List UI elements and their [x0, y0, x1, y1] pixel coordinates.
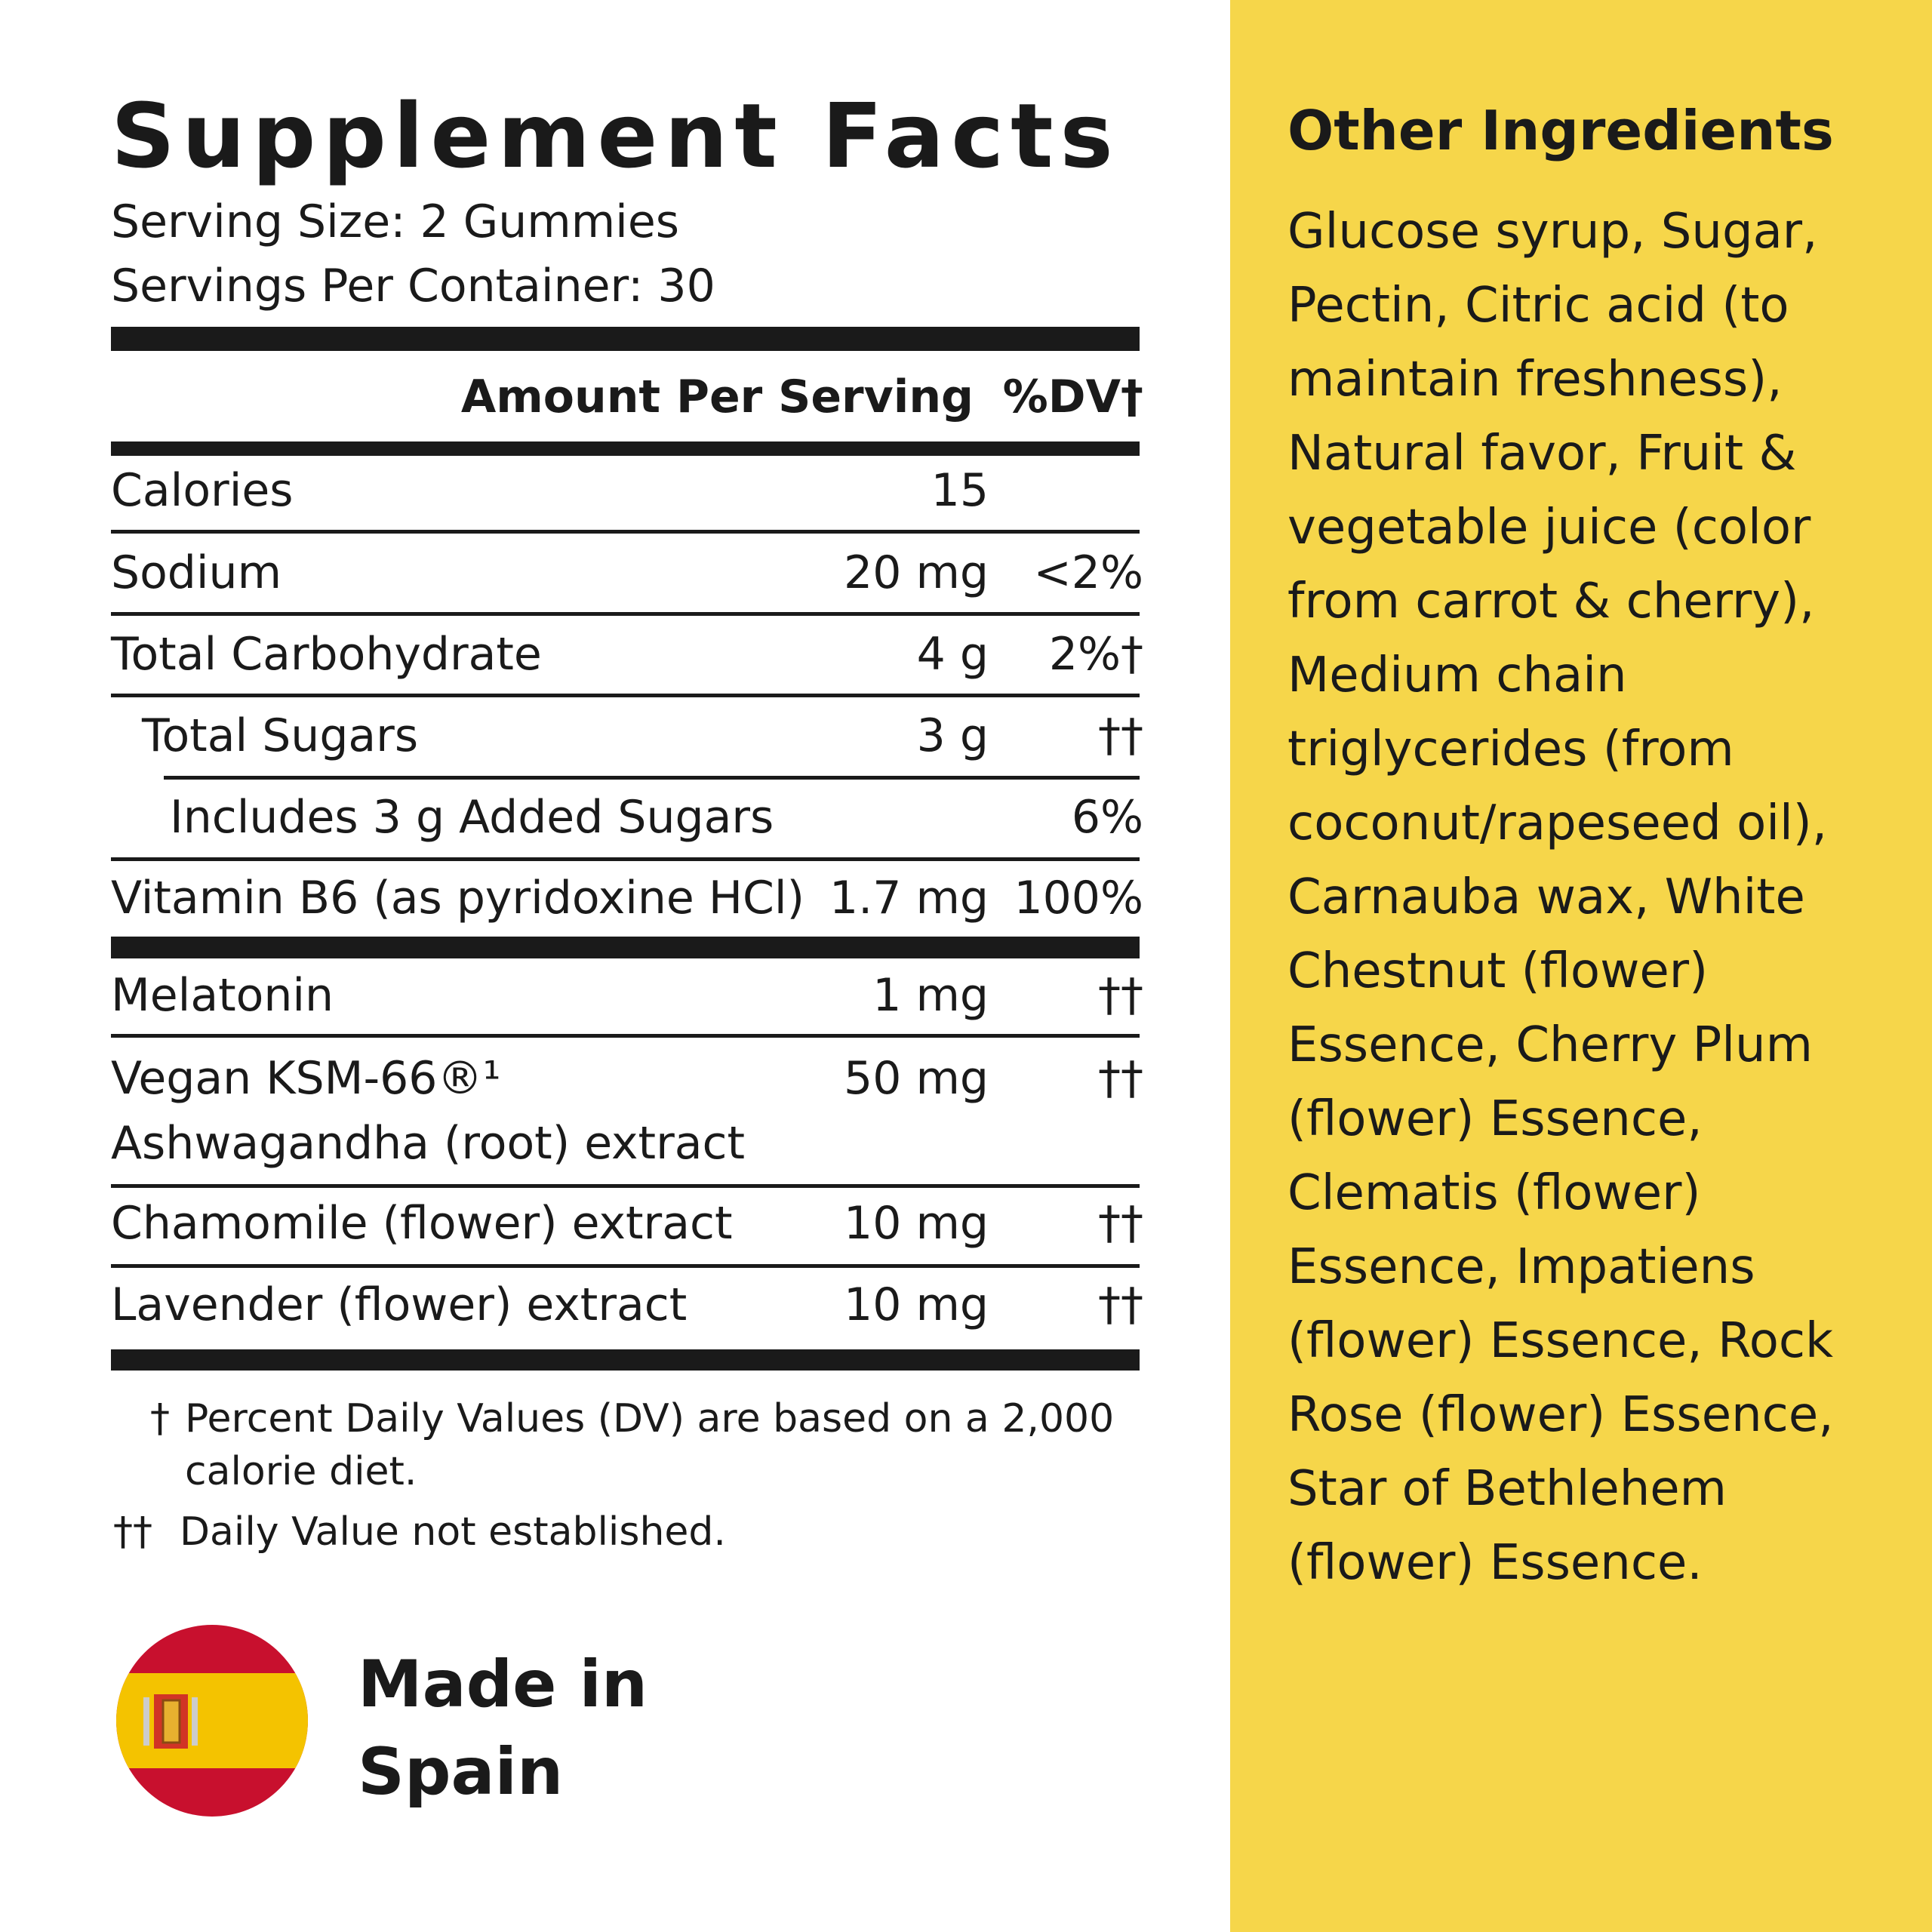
serving-size: Serving Size: 2 Gummies	[111, 195, 679, 248]
row-name: Vitamin B6 (as pyridoxine HCl)	[111, 872, 804, 924]
row-dv: ††	[1098, 1197, 1143, 1250]
row-rule	[111, 1349, 1140, 1371]
row-name: Chamomile (flower) extract	[111, 1197, 733, 1250]
ingredients-title: Other Ingredients	[1287, 99, 1834, 162]
row-dv: ††	[1098, 1052, 1143, 1105]
row-rule	[111, 694, 1140, 697]
row-rule	[111, 1034, 1140, 1038]
row-amount: 10 mg	[844, 1197, 989, 1250]
row-amount: 15	[931, 464, 989, 517]
row-name: Melatonin	[111, 969, 334, 1022]
footnote-mark: ††	[113, 1509, 152, 1555]
thick-rule	[111, 327, 1140, 351]
row-rule	[111, 937, 1140, 958]
ingredients-panel	[1230, 0, 1932, 1932]
row-name: Lavender (flower) extract	[111, 1278, 688, 1331]
facts-title: Supplement Facts	[111, 84, 1120, 188]
row-amount: 1.7 mg	[829, 872, 989, 924]
row-rule	[111, 1184, 1140, 1188]
row-name: Calories	[111, 464, 294, 517]
row-name: Total Carbohydrate	[111, 628, 542, 681]
row-dv: 100%	[1014, 872, 1143, 924]
row-rule	[164, 776, 1140, 780]
footnote-text: Daily Value not established.	[180, 1509, 726, 1555]
thick-rule	[111, 441, 1140, 456]
row-name: Vegan KSM-66®¹ Ashwagandha (root) extrac…	[111, 1052, 746, 1170]
footnote-text: Percent Daily Values (DV) are based on a…	[185, 1396, 1115, 1494]
row-name: Total Sugars	[142, 709, 419, 762]
footnote-mark: †	[150, 1396, 170, 1441]
row-rule	[111, 612, 1140, 616]
row-dv: ††	[1098, 709, 1143, 762]
row-rule	[111, 857, 1140, 861]
row-dv: <2%	[1033, 546, 1143, 599]
row-name: Sodium	[111, 546, 282, 599]
made-in-line: Spain	[358, 1734, 564, 1810]
row-amount: 10 mg	[844, 1278, 989, 1331]
row-dv: 2%†	[1048, 628, 1143, 681]
spain-flag	[116, 1625, 308, 1817]
row-amount: 50 mg	[844, 1052, 989, 1105]
row-rule	[111, 530, 1140, 534]
row-dv: ††	[1098, 1278, 1143, 1331]
ingredients-text: Glucose syrup, Sugar, Pectin, Citric aci…	[1287, 204, 1834, 1591]
row-dv: 6%	[1071, 791, 1143, 844]
dv-header: %DV†	[1002, 371, 1143, 423]
row-rule	[111, 1264, 1140, 1268]
row-amount: 3 g	[916, 709, 989, 762]
row-name: Includes 3 g Added Sugars	[170, 791, 774, 844]
row-amount: 20 mg	[844, 546, 989, 599]
made-in-line: Made in	[358, 1647, 648, 1722]
row-amount: 1 mg	[872, 969, 989, 1022]
row-amount: 4 g	[916, 628, 989, 681]
servings-per-container: Servings Per Container: 30	[111, 260, 715, 312]
amount-header: Amount Per Serving	[460, 371, 974, 423]
row-dv: ††	[1098, 969, 1143, 1022]
